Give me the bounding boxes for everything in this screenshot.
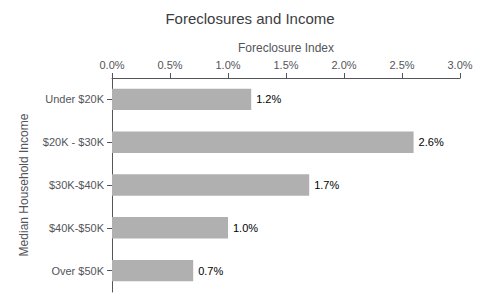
- svg-text:Foreclosures and Income: Foreclosures and Income: [165, 10, 334, 27]
- svg-text:0.0%: 0.0%: [99, 59, 124, 71]
- svg-text:1.7%: 1.7%: [314, 179, 339, 191]
- svg-text:0.7%: 0.7%: [198, 265, 223, 277]
- svg-text:Over $50K: Over $50K: [51, 265, 104, 277]
- svg-text:1.2%: 1.2%: [256, 93, 281, 105]
- svg-text:1.0%: 1.0%: [215, 59, 240, 71]
- svg-text:0.5%: 0.5%: [157, 59, 182, 71]
- svg-text:Under $20K: Under $20K: [45, 93, 104, 105]
- svg-text:$30K-$40K: $30K-$40K: [49, 179, 105, 191]
- svg-text:Foreclosure Index: Foreclosure Index: [238, 41, 334, 55]
- svg-text:2.5%: 2.5%: [389, 59, 414, 71]
- svg-text:2.0%: 2.0%: [331, 59, 356, 71]
- svg-text:$40K-$50K: $40K-$50K: [49, 222, 105, 234]
- svg-text:$20K - $30K: $20K - $30K: [43, 136, 105, 148]
- svg-text:1.5%: 1.5%: [273, 59, 298, 71]
- svg-text:2.6%: 2.6%: [419, 136, 444, 148]
- svg-text:Median Household Income: Median Household Income: [17, 113, 31, 256]
- svg-text:1.0%: 1.0%: [233, 222, 258, 234]
- svg-text:3.0%: 3.0%: [447, 59, 472, 71]
